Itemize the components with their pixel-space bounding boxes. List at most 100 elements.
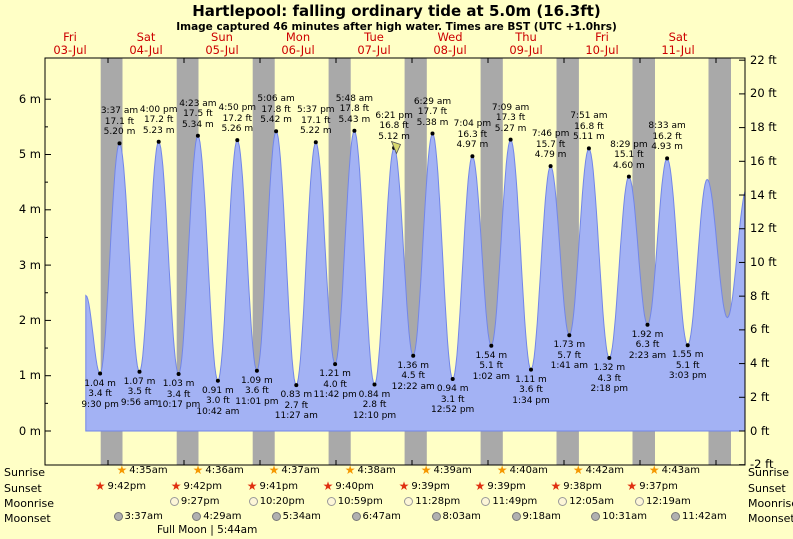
tide-time: 4:23 am	[179, 98, 217, 109]
astro-entry-sunrise: ★ 4:35am	[117, 464, 168, 476]
astro-time: 6:47am	[362, 511, 401, 522]
day-label-04-Jul[interactable]: Sat 04-Jul	[129, 31, 162, 56]
astro-row-label-moonrise-right: Moonrise	[748, 497, 793, 510]
moonset-circle-icon	[511, 512, 521, 521]
tide-extreme-dot	[489, 343, 494, 348]
low-tide-label: 0.83 m 2.7 ft 11:27 am	[275, 390, 318, 422]
day-date: 08-Jul	[433, 42, 467, 57]
y-axis-label-right: 16 ft	[750, 153, 777, 168]
tide-height-m: 1.11 m	[515, 374, 547, 385]
tide-height-ft: 17.3 ft	[495, 113, 526, 124]
tide-height-m: 1.03 m	[162, 379, 195, 389]
tide-time: 2:23 am	[628, 350, 667, 361]
tide-height-m: 1.07 m	[123, 376, 156, 387]
sunrise-star-icon: ★	[648, 463, 660, 477]
astro-time: 9:42pm	[183, 481, 222, 492]
astro-time: 10:59pm	[337, 496, 383, 507]
moonrise-circle-icon	[248, 497, 258, 506]
tide-time: 5:06 am	[257, 94, 295, 105]
day-weekday: Sat	[136, 30, 156, 44]
tide-time: 4:50 pm	[218, 103, 257, 114]
day-label-10-Jul[interactable]: Fri 10-Jul	[585, 31, 618, 56]
low-tide-label: 1.04 m 3.4 ft 9:30 pm	[81, 379, 119, 411]
astro-entry-moonrise: 12:05am	[558, 496, 614, 507]
day-label-11-Jul[interactable]: Sat 11-Jul	[661, 31, 694, 56]
astro-entry-sunrise: ★ 4:39am	[421, 464, 472, 476]
day-label-06-Jul[interactable]: Mon 06-Jul	[281, 31, 314, 56]
tide-height-ft: 3.5 ft	[127, 387, 152, 398]
astro-entry-sunrise: ★ 4:40am	[497, 464, 548, 476]
high-tide-label: 8:33 am 16.2 ft 4.93 m	[648, 121, 685, 153]
day-label-03-Jul[interactable]: Fri 03-Jul	[53, 31, 86, 56]
tide-height-ft: 3.4 ft	[88, 389, 112, 399]
day-weekday: Fri	[595, 30, 609, 44]
low-tide-label: 1.73 m 5.7 ft 1:41 am	[551, 340, 588, 372]
high-tide-label: 5:06 am 17.8 ft 5.42 m	[257, 94, 294, 126]
astro-time: 11:49pm	[492, 496, 538, 507]
day-label-05-Jul[interactable]: Sun 05-Jul	[205, 31, 238, 56]
y-axis-label-left: 3 m	[18, 257, 41, 272]
astro-entry-sunset: ★ 9:41pm	[247, 480, 298, 492]
tide-height-m: 1.92 m	[631, 329, 664, 340]
moonset-circle-icon	[431, 512, 441, 521]
astro-time: 12:05am	[569, 496, 614, 507]
tide-height-ft: 4.5 ft	[401, 371, 426, 382]
y-axis-label-right: 18 ft	[750, 120, 777, 135]
astro-entry-sunset: ★ 9:38pm	[551, 480, 602, 492]
tide-extreme-dot	[313, 140, 318, 145]
moonrise-circle-icon	[481, 497, 491, 506]
tide-time: 1:34 pm	[512, 395, 550, 406]
sunrise-star-icon: ★	[572, 463, 584, 477]
astro-time: 5:34am	[282, 511, 321, 522]
moonset-circle-icon	[591, 512, 601, 521]
astro-time: 4:43am	[661, 465, 700, 476]
astro-entry-sunset: ★ 9:42pm	[95, 480, 146, 492]
day-date: 03-Jul	[53, 42, 87, 57]
y-axis-label-right: 4 ft	[750, 356, 770, 371]
moonset-circle-icon	[351, 512, 361, 521]
day-label-08-Jul[interactable]: Wed 08-Jul	[433, 31, 466, 56]
tide-height-m: 5.11 m	[573, 132, 605, 143]
tide-time: 11:42 pm	[313, 390, 357, 401]
astro-entry-moonset: 4:29am	[192, 511, 242, 522]
tide-time: 6:29 am	[413, 96, 452, 107]
tide-time: 9:30 pm	[81, 399, 119, 410]
tide-height-ft: 16.8 ft	[379, 121, 409, 132]
astro-time: 9:39pm	[411, 481, 450, 492]
day-date: 11-Jul	[661, 42, 695, 57]
astro-entry-sunset: ★ 9:42pm	[171, 480, 222, 492]
day-label-07-Jul[interactable]: Tue 07-Jul	[357, 31, 390, 56]
low-tide-label: 1.03 m 3.4 ft 10:17 pm	[157, 379, 200, 411]
astro-row-label-sunset-right: Sunset	[748, 482, 786, 495]
tide-extreme-dot	[567, 333, 572, 338]
day-label-09-Jul[interactable]: Thu 09-Jul	[509, 31, 542, 56]
astro-entry-moonset: 11:42am	[671, 511, 727, 522]
low-tide-label: 1.54 m 5.1 ft 1:02 am	[473, 351, 510, 383]
y-axis-label-right: 12 ft	[750, 221, 777, 236]
tide-height-ft: 17.2 ft	[222, 113, 253, 124]
tide-height-ft: 3.4 ft	[166, 389, 191, 400]
tide-height-ft: 3.1 ft	[440, 394, 465, 405]
astro-time: 12:19am	[646, 496, 691, 507]
tide-height-ft: 16.8 ft	[574, 121, 604, 132]
tide-height-m: 1.21 m	[319, 369, 351, 380]
sunrise-star-icon: ★	[192, 463, 204, 477]
astro-entry-sunset: ★ 9:39pm	[399, 480, 450, 492]
sunset-star-icon: ★	[474, 479, 486, 493]
y-axis-label-left: 4 m	[18, 202, 41, 217]
tide-time: 1:41 am	[550, 361, 588, 372]
tide-height-ft: 15.7 ft	[535, 139, 566, 150]
low-tide-label: 1.36 m 4.5 ft 12:22 am	[392, 361, 435, 393]
high-tide-label: 3:37 am 17.1 ft 5.20 m	[101, 106, 138, 138]
astro-time: 4:40am	[509, 465, 548, 476]
tide-height-m: 1.54 m	[475, 350, 508, 361]
high-tide-label: 7:09 am 17.3 ft 5.27 m	[492, 103, 529, 135]
astro-time: 9:38pm	[563, 481, 602, 492]
tide-height-m: 5.43 m	[338, 114, 371, 125]
astro-entry-moonrise: 11:49pm	[481, 496, 537, 507]
low-tide-label: 1.21 m 4.0 ft 11:42 pm	[313, 369, 356, 401]
tide-time: 11:01 pm	[235, 396, 279, 407]
high-tide-label: 6:21 pm 16.8 ft 5.12 m	[375, 111, 413, 143]
astro-entry-sunrise: ★ 4:42am	[572, 463, 624, 477]
